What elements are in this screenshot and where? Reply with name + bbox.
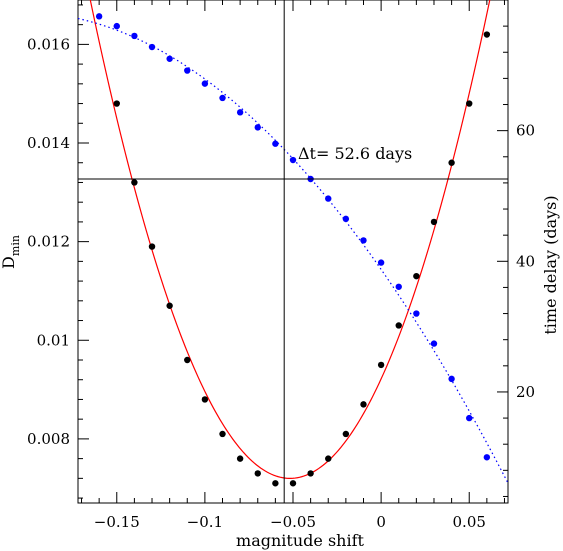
plot-clip-group (78, 0, 508, 487)
y-right-tick-label: 60 (516, 122, 535, 140)
dmin-point (466, 100, 473, 107)
time-delay-point (448, 375, 455, 383)
dmin-point (448, 159, 455, 166)
y-right-tick-label: 40 (516, 252, 535, 270)
y-right-tick-label: 20 (516, 383, 535, 401)
dmin-point (113, 100, 120, 107)
y-left-tick-label: 0.01 (37, 331, 70, 349)
dmin-point (307, 470, 314, 477)
time-delay-point (289, 156, 297, 164)
y-left-axis-label-sub: min (9, 235, 22, 256)
time-delay-point (148, 43, 156, 51)
dmin-point (236, 455, 244, 462)
time-delay-point (377, 259, 385, 266)
y-left-axis-label: Dmin (0, 235, 22, 269)
time-delay-point (413, 310, 420, 317)
time-delay-point (430, 340, 438, 347)
time-delay-point (95, 13, 103, 20)
time-delay-point (483, 454, 491, 461)
dmin-point (413, 272, 420, 280)
time-delay-point (254, 124, 261, 131)
time-delay-point (272, 140, 279, 147)
time-delay-point (360, 237, 367, 244)
dmin-point (325, 455, 332, 462)
time-delay-point (466, 414, 473, 422)
dmin-point (483, 31, 491, 38)
y-left-tick-label: 0.014 (27, 134, 70, 152)
time-delay-point (342, 215, 350, 223)
time-delay-fit-curve (78, 17, 508, 484)
time-delay-point (113, 22, 120, 30)
delta-t-annotation: Δt= 52.6 days (298, 144, 412, 163)
time-delay-point (184, 67, 191, 74)
dmin-point (201, 396, 209, 403)
dmin-point (342, 430, 350, 438)
dmin-point (272, 480, 279, 487)
dmin-point (219, 430, 226, 438)
dmin-point (131, 179, 138, 186)
dmin-point (166, 302, 173, 309)
dmin-point (430, 218, 438, 226)
y-right-axis-label: time delay (days) (541, 195, 560, 334)
time-delay-point (201, 80, 209, 87)
dmin-point (148, 243, 156, 250)
dmin-point (377, 361, 385, 369)
x-tick-label: 0.05 (453, 513, 486, 531)
y-left-tick-label: 0.016 (27, 35, 70, 53)
time-delay-point (236, 109, 244, 116)
dmin-point (184, 356, 191, 364)
svg-text:Dmin: Dmin (0, 235, 22, 269)
x-tick-label: −0.1 (187, 513, 223, 531)
time-delay-point (219, 94, 226, 102)
time-delay-point (395, 283, 402, 290)
dmin-point (254, 470, 261, 477)
dmin-point (395, 322, 402, 329)
dmin-point (289, 480, 297, 487)
time-delay-point (325, 195, 332, 202)
axis-ticks: −0.15 −0.1 −0.05 0 0.05 0.008 0.01 0.012 0.014 0.… (27, 0, 535, 531)
time-delay-point (131, 32, 138, 40)
x-tick-label: 0 (376, 513, 386, 531)
y-left-tick-label: 0.008 (27, 430, 70, 448)
series-layer (78, 0, 508, 503)
x-tick-label: −0.15 (94, 513, 140, 531)
y-left-tick-label: 0.012 (27, 233, 70, 251)
x-axis-label: magnitude shift (236, 531, 364, 550)
dmin-point (360, 401, 367, 408)
x-tick-label: −0.05 (270, 513, 316, 531)
time-delay-point (166, 55, 173, 62)
y-left-axis-label-main: D (0, 256, 18, 269)
